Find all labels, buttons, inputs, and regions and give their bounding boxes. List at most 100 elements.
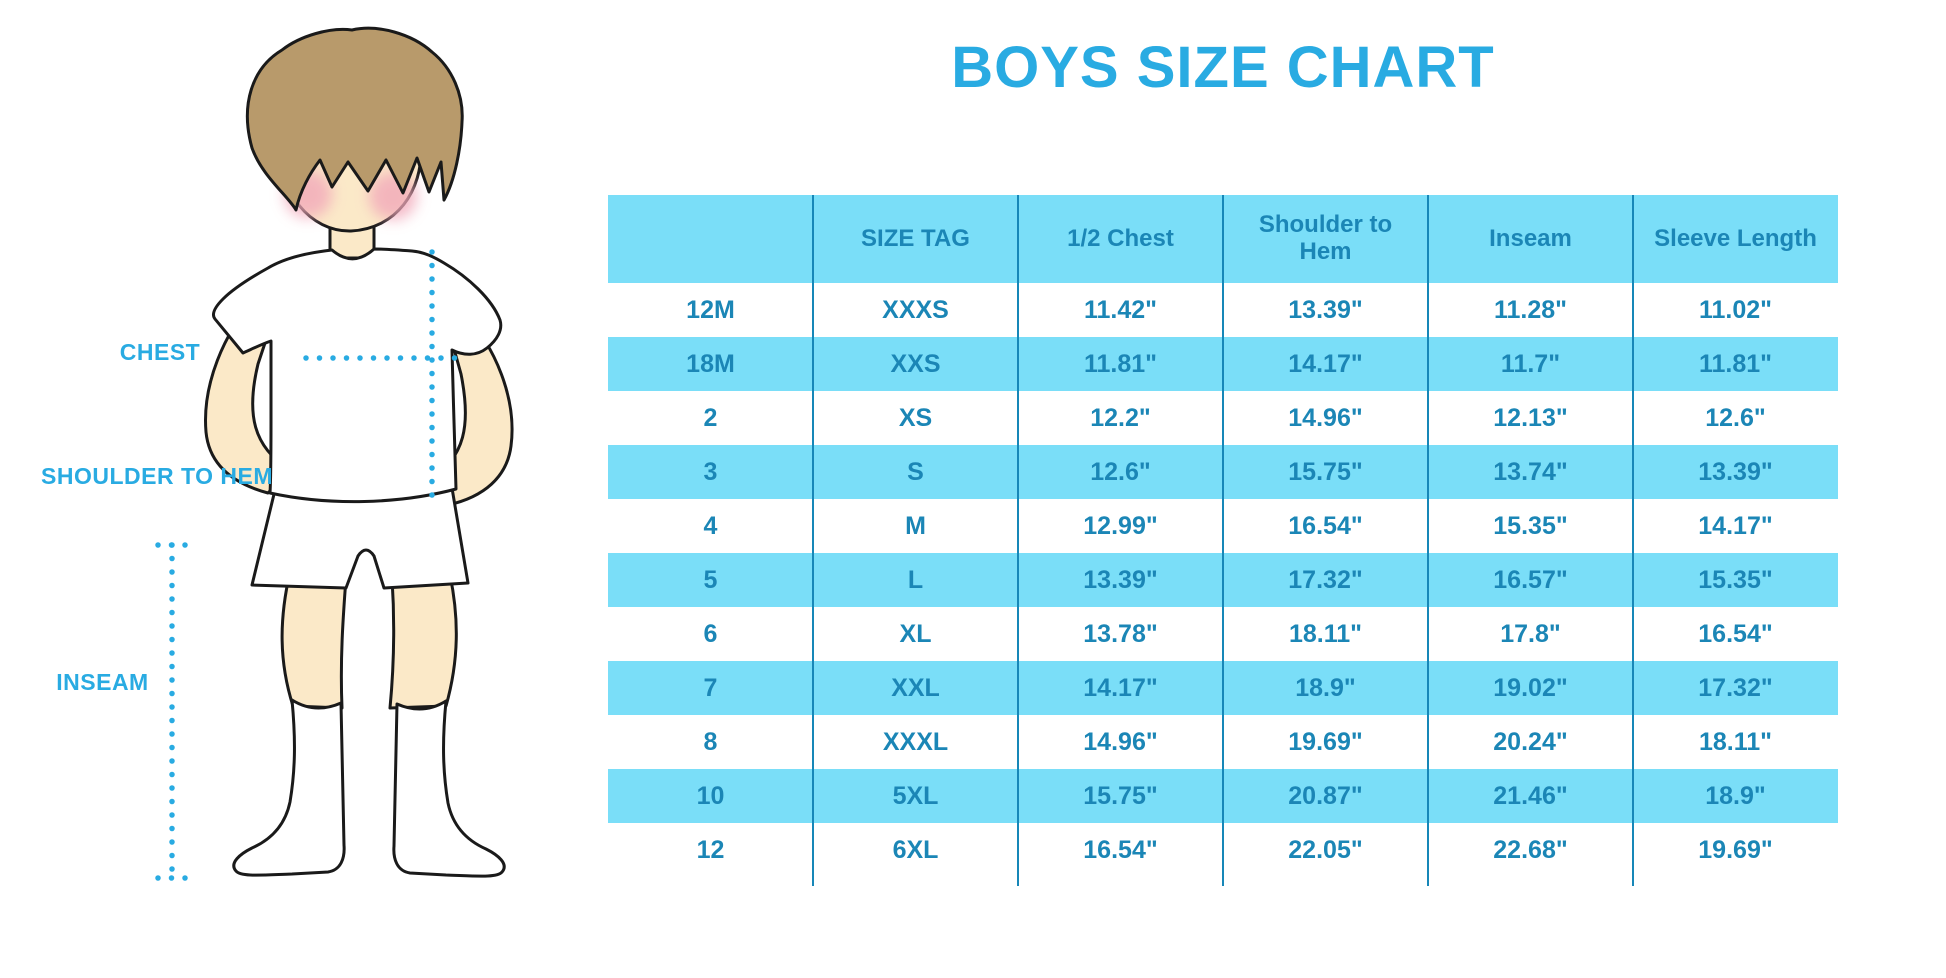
table-cell: L [813,553,1018,607]
table-cell: 5 [608,553,813,607]
table-cell: 19.69" [1698,835,1773,864]
table-cell: 16.54" [1698,619,1773,648]
table-cell: 3 [608,445,813,499]
table-cell: 14.17" [1698,511,1773,540]
table-cell: 18.9" [1633,769,1838,823]
table-cell: XXL [813,661,1018,715]
table-cell: 17.32" [1223,553,1428,607]
column-header-label: 1/2 Chest [1067,224,1174,252]
table-row: 5 L 13.39" 17.32" 16.57" 15.35" [608,553,1838,607]
table-cell: 11.7" [1428,337,1633,391]
column-header: 1/2 Chest [1018,195,1223,283]
column-header: Sleeve Length [1633,195,1838,283]
table-cell: 20.24" [1493,727,1568,756]
left-leg [280,570,348,710]
inseam-label: INSEAM [56,669,149,695]
table-cell: S [813,445,1018,499]
column-divider [1222,195,1224,886]
column-divider [811,195,814,886]
table-cell: 11.42" [1083,295,1158,324]
table-cell: 18.11" [1698,727,1773,756]
column-header: Shoulder to Hem [1223,195,1428,283]
table-cell: 19.69" [1288,727,1363,756]
table-cell: 17.8" [1500,619,1561,648]
column-header: SIZE TAG [813,195,1018,283]
column-divider [1016,195,1019,886]
table-cell: XXXL [882,727,949,756]
table-cell: 21.46" [1428,769,1633,823]
table-row: 3 S 12.6" 15.75" 13.74" 13.39" [608,445,1838,499]
column-divider [1426,195,1429,886]
table-cell: 15.75" [1223,445,1428,499]
table-cell: 12M [686,295,735,324]
column-header [608,195,813,283]
table-cell: 19.02" [1428,661,1633,715]
table-cell: 12.6" [1018,445,1223,499]
table-cell: 11.02" [1698,295,1773,324]
table-cell: 11.28" [1493,295,1568,324]
chest-label: CHEST [119,339,201,365]
table-cell: 14.17" [1223,337,1428,391]
measurement-figure: CHEST SHOULDER TO HEM INSEAM [0,0,560,973]
table-row: 10 5XL 15.75" 20.87" 21.46" 18.9" [608,769,1838,823]
boy-illustration [155,26,514,881]
table-cell: XL [899,619,932,648]
hair [245,26,464,212]
table-cell: 13.74" [1428,445,1633,499]
table-cell: 14.96" [1288,403,1363,432]
table-cell: 12.99" [1083,511,1158,540]
table-cell: 18.9" [1223,661,1428,715]
table-cell: 18.11" [1288,619,1363,648]
size-chart-table: SIZE TAG 1/2 Chest Shoulder to Hem Inseam Sl… [608,195,1838,886]
column-header: Inseam [1428,195,1633,283]
table-row: 18M XXS 11.81" 14.17" 11.7" 11.81" [608,337,1838,391]
table-cell: 2 [703,403,718,432]
right-sock [392,699,506,878]
table-cell: M [905,511,926,540]
shoulder-to-hem-label: SHOULDER TO HEM [41,463,273,489]
table-row: 6 XL 13.78" 18.11" 17.8" 16.54" [608,607,1838,661]
table-cell: 12.2" [1090,403,1151,432]
inseam-measure-line [155,542,201,881]
table-row: 2 XS 12.2" 14.96" 12.13" 12.6" [608,391,1838,445]
table-cell: XS [898,403,933,432]
table-cell: 15.35" [1633,553,1838,607]
right-leg [388,573,458,710]
table-cell: 6XL [892,835,939,864]
table-cell: 4 [703,511,718,540]
table-cell: 17.32" [1633,661,1838,715]
column-header-label: Shoulder to Hem [1258,211,1393,265]
column-header-label: Sleeve Length [1654,224,1817,252]
table-cell: XXS [813,337,1018,391]
table-row: 12M XXXS 11.42" 13.39" 11.28" 11.02" [608,283,1838,337]
table-cell: 6 [703,619,718,648]
table-row: 4 M 12.99" 16.54" 15.35" 14.17" [608,499,1838,553]
table-cell: 7 [608,661,813,715]
table-cell: 13.39" [1288,295,1363,324]
table-cell: 12.6" [1705,403,1766,432]
table-cell: 22.05" [1288,835,1363,864]
table-cell: XXXS [882,295,949,324]
table-cell: 16.54" [1288,511,1363,540]
table-cell: 8 [703,727,718,756]
column-divider [1632,195,1634,886]
page-title: BOYS SIZE CHART [951,35,1495,100]
table-cell: 14.96" [1083,727,1158,756]
table-cell: 10 [608,769,813,823]
table-cell: 13.39" [1018,553,1223,607]
table-row: 8 XXXL 14.96" 19.69" 20.24" 18.11" [608,715,1838,769]
t-shirt [211,247,503,504]
table-cell: 22.68" [1493,835,1568,864]
table-cell: 15.75" [1018,769,1223,823]
column-header-label: Inseam [1489,224,1572,252]
table-cell: 13.78" [1083,619,1158,648]
table-header-row: SIZE TAG 1/2 Chest Shoulder to Hem Inseam Sl… [608,195,1838,283]
table-cell: 12 [696,835,725,864]
left-arm [204,298,292,495]
column-header-label: SIZE TAG [861,224,970,252]
table-row: 12 6XL 16.54" 22.05" 22.68" 19.69" [608,823,1838,877]
table-cell: 20.87" [1223,769,1428,823]
table-row: 7 XXL 14.17" 18.9" 19.02" 17.32" [608,661,1838,715]
right-arm [426,310,514,507]
table-cell: 18M [608,337,813,391]
